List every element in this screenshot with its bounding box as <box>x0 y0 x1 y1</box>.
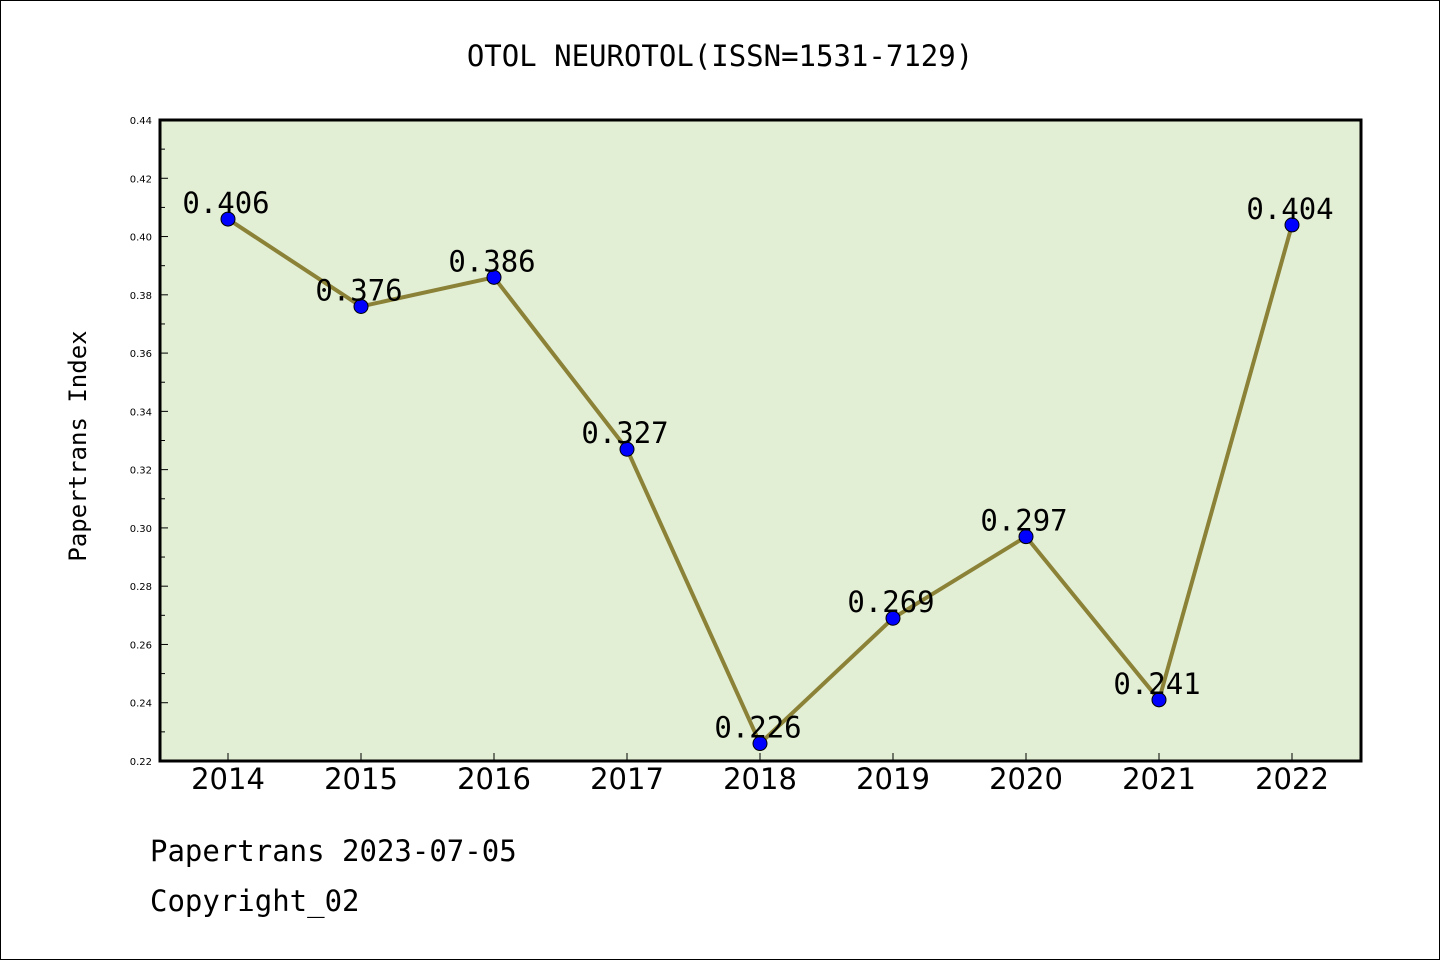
data-label: 0.241 <box>1113 667 1200 701</box>
x-tick-label: 2014 <box>191 762 265 796</box>
data-point <box>353 298 369 314</box>
y-tick-label: 0.40 <box>130 233 152 244</box>
x-tick-label: 2018 <box>723 762 797 796</box>
x-axis-ticks: 2014 2015 2016 2017 2018 2019 2020 2021 2022 <box>191 753 1329 796</box>
data-point <box>885 610 901 626</box>
x-tick-label: 2020 <box>989 762 1063 796</box>
y-tick-label: 0.24 <box>130 699 152 710</box>
y-tick-label: 0.38 <box>130 291 152 302</box>
data-label: 0.297 <box>980 504 1067 538</box>
x-tick-label: 2021 <box>1122 762 1196 796</box>
y-axis-label: Papertrans Index <box>64 330 92 561</box>
data-point <box>619 441 635 457</box>
x-tick-label: 2017 <box>590 762 664 796</box>
data-label: 0.226 <box>714 711 801 745</box>
y-tick-label: 0.44 <box>130 116 152 127</box>
y-tick-label: 0.28 <box>130 582 152 593</box>
x-tick-label: 2022 <box>1255 762 1329 796</box>
data-label: 0.269 <box>847 585 934 619</box>
data-label: 0.327 <box>581 416 668 450</box>
y-tick-label: 0.26 <box>130 640 152 651</box>
y-tick-label: 0.22 <box>130 757 152 768</box>
x-tick-label: 2019 <box>856 762 930 796</box>
plot-area <box>158 118 1363 763</box>
x-tick-label: 2015 <box>324 762 398 796</box>
footer-source: Papertrans 2023-07-05 <box>150 834 517 868</box>
data-series <box>220 211 1300 752</box>
data-point <box>220 211 236 227</box>
y-tick-label: 0.36 <box>130 349 152 360</box>
data-label: 0.386 <box>448 244 535 278</box>
y-tick-label: 0.30 <box>130 524 152 535</box>
data-point <box>1151 692 1167 708</box>
data-point <box>486 269 502 285</box>
y-tick-label: 0.32 <box>130 466 152 477</box>
y-axis-ticks: 0.22 0.24 0.26 0.28 0.30 0.32 0.34 0.36 0.38 0.40… <box>130 116 168 768</box>
chart-title: OTOL NEUROTOL(ISSN=1531-7129) <box>467 39 973 73</box>
data-point <box>1284 217 1300 233</box>
y-tick-label: 0.42 <box>130 174 152 185</box>
data-labels: 0.406 0.376 0.386 0.327 0.226 0.269 0.297 0.241… <box>182 186 1333 744</box>
data-label: 0.404 <box>1246 192 1333 226</box>
data-point <box>752 736 768 752</box>
y-tick-label: 0.34 <box>130 407 152 418</box>
data-label: 0.406 <box>182 186 269 220</box>
data-point <box>1018 529 1034 545</box>
data-label: 0.376 <box>315 273 402 307</box>
x-tick-label: 2016 <box>457 762 531 796</box>
footer-copyright: Copyright_02 <box>150 884 360 918</box>
